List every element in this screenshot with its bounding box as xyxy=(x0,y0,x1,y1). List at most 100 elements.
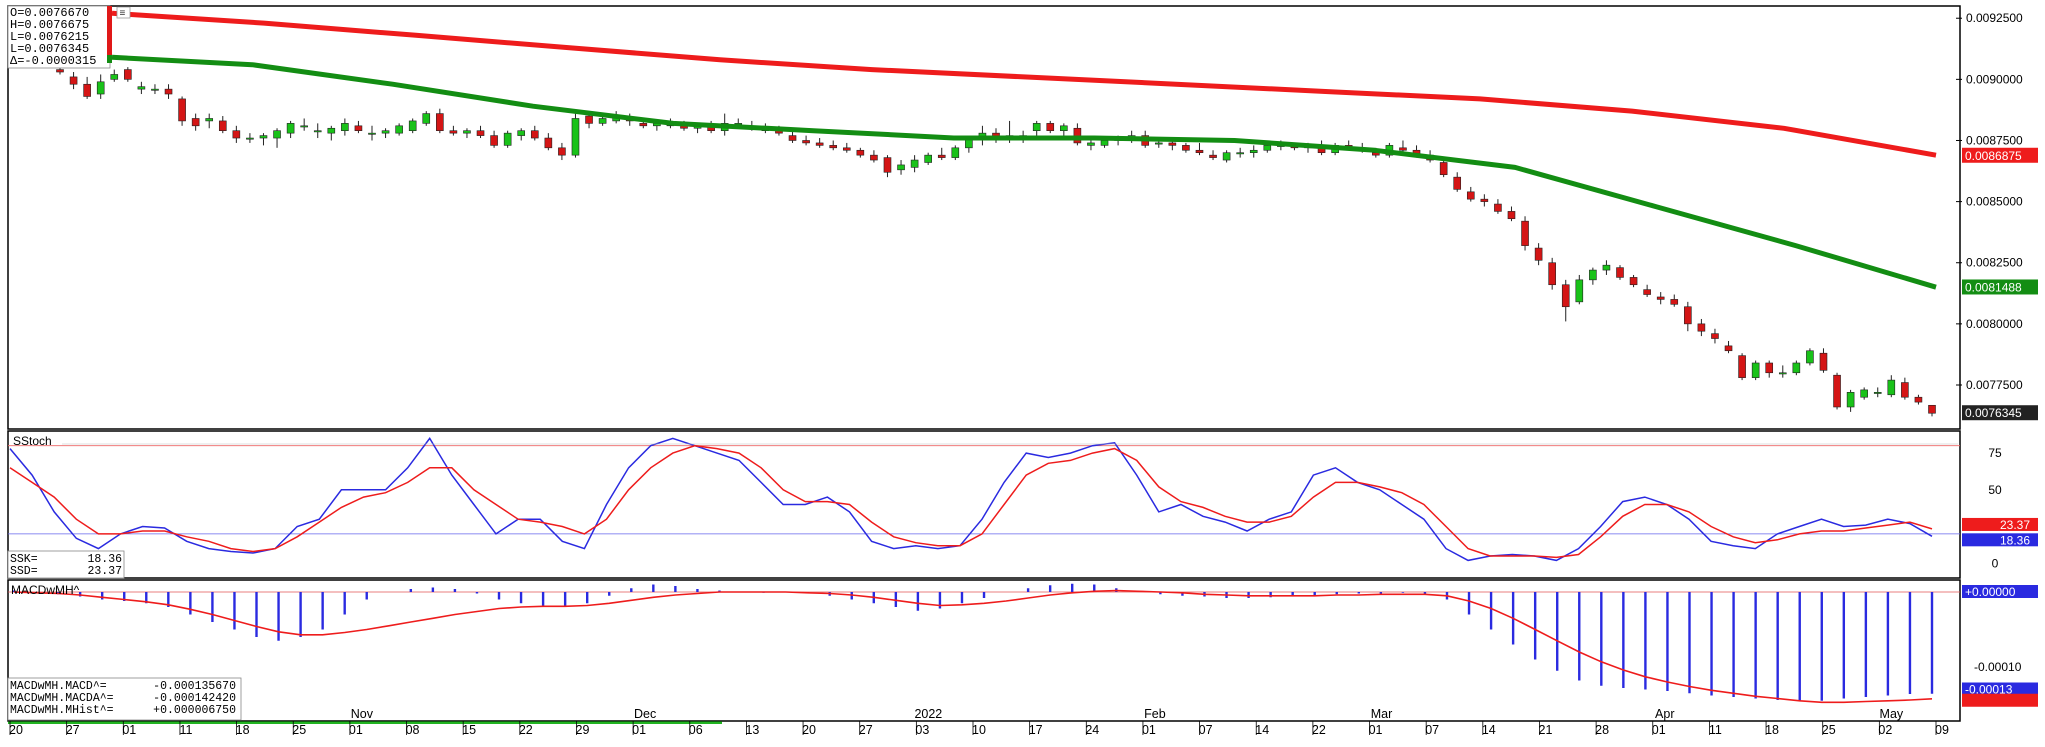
candle-body xyxy=(1168,142,1177,146)
candle-body xyxy=(842,147,851,151)
axis-layer: 20 27 01 11 18 25 01 08 15 22 29 01 06 13 20 27 03 10 17 24… xyxy=(8,707,1960,737)
candle-body xyxy=(476,130,485,136)
candle-body xyxy=(232,130,241,139)
candle-body xyxy=(1684,306,1692,325)
candle-body xyxy=(1778,372,1787,375)
candle-body xyxy=(544,137,553,149)
price-y-tick-label: 0.0080000 xyxy=(1966,317,2023,331)
price-y-tick-label: 0.0082500 xyxy=(1966,256,2023,270)
candle-body xyxy=(1399,147,1407,151)
candle-body xyxy=(1643,289,1651,295)
price-layer: 0.0092500 0.0090000 0.0087500 0.0085000 0.00… xyxy=(56,10,2038,421)
candle-body xyxy=(788,135,797,141)
x-day-label: 24 xyxy=(1085,723,1099,737)
candle-body xyxy=(585,115,593,124)
x-day-label: 27 xyxy=(66,723,80,737)
candle-body xyxy=(802,140,810,144)
x-day-label: 01 xyxy=(632,723,646,737)
candle-body xyxy=(1738,355,1746,378)
candle-body xyxy=(300,125,308,128)
candle-body xyxy=(463,130,471,134)
x-day-label: 07 xyxy=(1425,723,1439,737)
mhist-label: MACDwMH.MHist^= xyxy=(10,704,114,717)
candle-body xyxy=(1819,352,1828,371)
x-day-label: 25 xyxy=(292,723,306,737)
candle-body xyxy=(1561,284,1570,308)
candle-body xyxy=(1087,142,1095,146)
stoch-readout-box xyxy=(7,550,125,579)
x-day-label: 22 xyxy=(1312,723,1326,737)
candle-body xyxy=(124,69,132,80)
macd-last-label: -0.00013 xyxy=(1965,683,2013,697)
candle-body xyxy=(395,125,403,134)
candle-body xyxy=(1629,277,1638,286)
candle-body xyxy=(517,130,526,136)
candle-body xyxy=(1697,323,1706,332)
ssk-label: SSK= xyxy=(10,553,38,566)
x-day-label: 14 xyxy=(1482,723,1496,737)
readout-bar-green xyxy=(107,55,112,63)
legend-button[interactable] xyxy=(116,6,131,19)
x-day-label: 21 xyxy=(1539,723,1553,737)
price-last-label-bg xyxy=(1962,405,2038,421)
candle-body xyxy=(1453,176,1462,190)
candle-body xyxy=(205,118,214,122)
stoch-last-label: 23.37 xyxy=(2000,518,2030,532)
candle-body xyxy=(436,113,444,131)
candle-body xyxy=(558,147,566,156)
candle-body xyxy=(1263,145,1272,151)
candle-body xyxy=(1724,345,1733,352)
candle-body xyxy=(408,120,417,131)
candle-body xyxy=(1887,379,1896,396)
stoch-last-label: 18.36 xyxy=(2000,533,2030,547)
candle-body xyxy=(815,142,824,146)
ssd-line xyxy=(9,444,1933,559)
candle-body xyxy=(598,118,607,124)
candle-body xyxy=(571,118,580,156)
candle-body xyxy=(354,125,363,131)
macd-value: -0.000135670 xyxy=(153,680,236,693)
x-month-label: May xyxy=(1880,707,1904,721)
candle-body xyxy=(368,132,376,135)
macd-last-label-bg xyxy=(1962,585,2038,598)
candle-body xyxy=(1249,149,1258,154)
x-day-label: 15 xyxy=(462,723,476,737)
candle-body xyxy=(951,147,960,158)
moving-average-green xyxy=(111,54,1937,290)
x-day-label: 20 xyxy=(802,723,816,737)
candle-body xyxy=(1901,382,1909,398)
ohlc-low: L=0.0076215 xyxy=(10,30,89,44)
x-day-label: 22 xyxy=(519,723,533,737)
candle-body xyxy=(246,137,254,140)
x-month-label: Feb xyxy=(1144,707,1166,721)
macd-label: MACDwMH.MACD^= xyxy=(10,680,107,693)
candle-body xyxy=(1575,279,1584,303)
ohlc-readout-box xyxy=(7,5,111,69)
candle-body xyxy=(1765,362,1774,374)
x-day-label: 03 xyxy=(915,723,929,737)
candle-body xyxy=(1534,247,1543,261)
x-day-label: 07 xyxy=(1199,723,1213,737)
x-day-label: 18 xyxy=(236,723,250,737)
candle-body xyxy=(910,159,919,168)
x-day-label: 25 xyxy=(1822,723,1836,737)
x-day-label: 06 xyxy=(689,723,703,737)
macd-last-label: +0.00000 xyxy=(1965,585,2016,599)
macda-label: MACDwMH.MACDA^= xyxy=(10,692,114,705)
x-month-label: Dec xyxy=(634,707,656,721)
ohlc-high: H=0.0076675 xyxy=(10,18,89,32)
ohlc-last: L=0.0076345 xyxy=(10,42,89,56)
candle-body xyxy=(1222,152,1231,161)
x-day-label: 18 xyxy=(1765,723,1779,737)
ohlc-delta: Δ=-0.0000315 xyxy=(10,54,96,68)
x-day-label: 13 xyxy=(745,723,759,737)
candle-body xyxy=(1806,350,1814,364)
stoch-y-tick-label: 50 xyxy=(1988,483,2002,497)
ssd-value: 23.37 xyxy=(87,565,122,578)
x-axis-range-bar xyxy=(8,721,722,724)
candle-body xyxy=(1060,125,1068,131)
candle-body xyxy=(1914,396,1923,403)
x-day-label: 17 xyxy=(1029,723,1043,737)
x-day-label: 02 xyxy=(1878,723,1892,737)
